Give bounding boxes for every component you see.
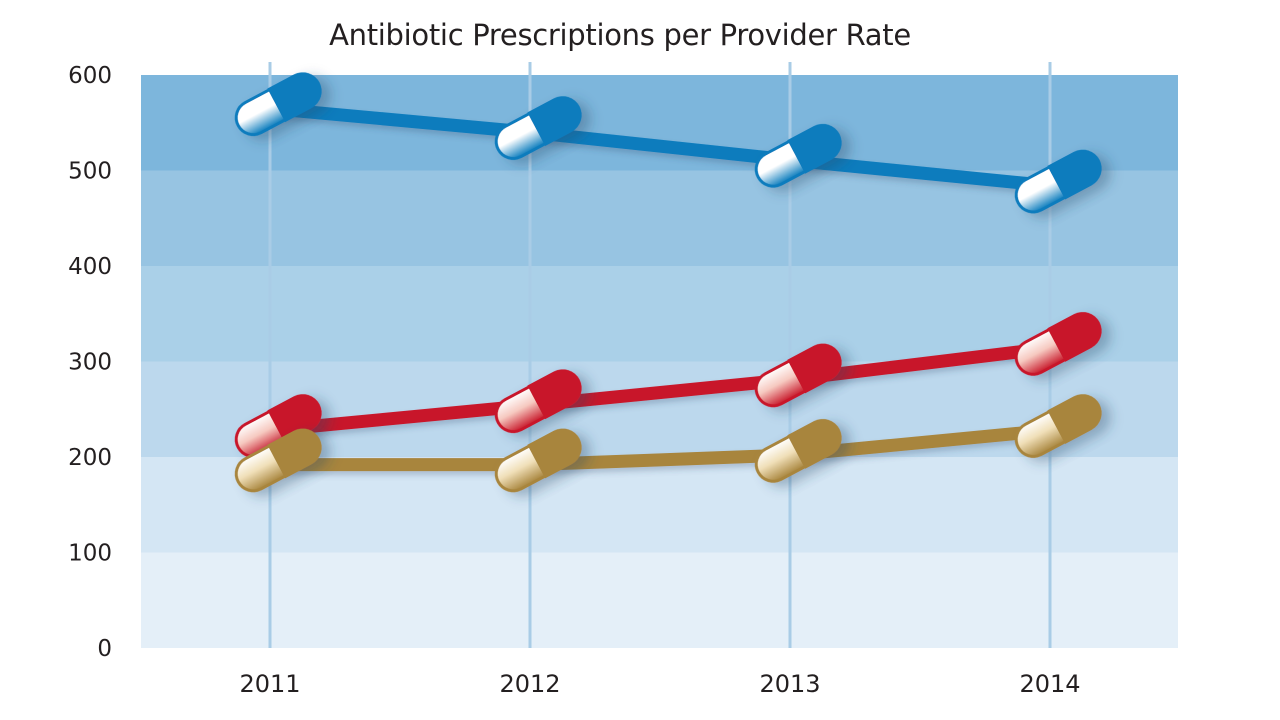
pill-light-half (1014, 164, 1069, 214)
background-bands (141, 75, 1178, 648)
pill-light-half (754, 138, 809, 188)
x-tick-label: 2013 (759, 670, 820, 698)
chart-title: Antibiotic Prescriptions per Provider Ra… (329, 18, 911, 52)
series-line-blue (269, 101, 1051, 193)
pill-dark-half (787, 343, 842, 394)
pill-dark-half (267, 72, 322, 123)
band-1 (141, 552, 1178, 648)
pill-dark-half (787, 123, 842, 174)
pill-marker-blue-2014 (1014, 149, 1102, 214)
pill-light-half (494, 384, 549, 433)
pill-dark-half (527, 428, 582, 479)
x-tick-label: 2011 (239, 670, 300, 698)
pill-light-half (494, 111, 549, 160)
y-tick-label: 0 (97, 636, 112, 662)
y-tick-label: 400 (68, 254, 112, 280)
pill-light-half (494, 443, 549, 493)
pill-light-half (754, 434, 809, 483)
pill-marker-gold-2012 (494, 428, 582, 493)
pill-marker-red-2012 (494, 369, 582, 433)
pill-dark-half (1047, 394, 1102, 444)
pill-marker-blue-2012 (494, 96, 582, 160)
x-tick-label: 2014 (1019, 670, 1080, 698)
pill-light-half (234, 443, 289, 493)
series-lines (269, 101, 1051, 472)
y-axis-ticks: 0 100 200 300 400 500 600 (68, 63, 112, 662)
y-tick-label: 300 (68, 350, 112, 376)
pill-marker-red-2013 (754, 343, 842, 408)
pill-marker-blue-2011 (234, 72, 322, 136)
band-2 (141, 457, 1178, 553)
pill-marker-gold-2013 (754, 418, 842, 483)
x-tick-label: 2012 (499, 670, 560, 698)
pill-light-half (1014, 409, 1069, 458)
y-tick-label: 500 (68, 159, 112, 185)
pill-light-half (234, 87, 289, 136)
band-4 (141, 266, 1178, 362)
pill-marker-blue-2013 (754, 123, 842, 188)
pill-light-half (1014, 327, 1069, 376)
x-axis-ticks: 2011 2012 2013 2014 (239, 670, 1080, 698)
pill-dark-half (267, 428, 322, 479)
y-tick-label: 200 (68, 445, 112, 471)
y-tick-label: 600 (68, 63, 112, 89)
pill-marker-gold-2014 (1014, 394, 1102, 458)
pill-light-half (754, 358, 809, 408)
pill-marker-gold-2011 (234, 428, 322, 493)
series-line-gold (270, 423, 1051, 472)
pill-dark-half (527, 96, 582, 147)
pill-dark-half (787, 418, 842, 469)
pill-dark-half (1047, 149, 1102, 200)
pill-marker-red-2014 (1014, 312, 1102, 376)
y-tick-label: 100 (68, 541, 112, 567)
series-markers (234, 72, 1102, 493)
pill-dark-half (1047, 312, 1102, 362)
pill-dark-half (527, 369, 582, 420)
series-line-red (269, 341, 1051, 437)
